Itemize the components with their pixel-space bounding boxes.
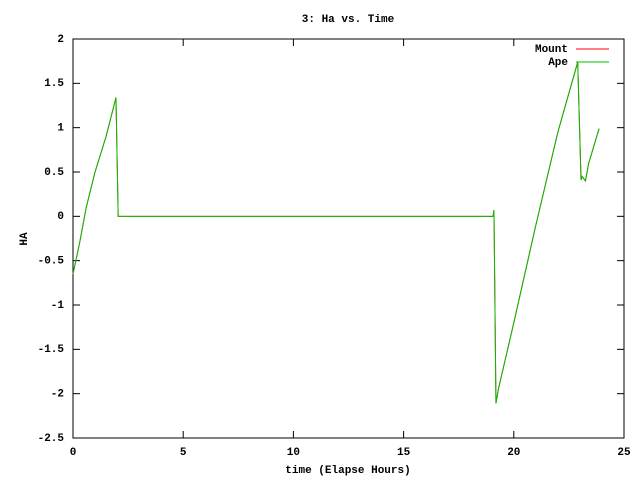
y-tick-label: 0 <box>57 211 64 223</box>
chart-title: 3: Ha vs. Time <box>302 14 395 26</box>
y-tick-label: 0.5 <box>44 167 64 179</box>
x-tick-label: 25 <box>617 447 631 459</box>
series-line <box>72 61 600 404</box>
y-tick-label: -0.5 <box>38 256 65 268</box>
legend-label: Mount <box>535 44 568 56</box>
x-tick-label: 15 <box>397 447 411 459</box>
y-tick-label: 1 <box>57 123 64 135</box>
y-tick-label: 1.5 <box>44 78 64 90</box>
x-tick-label: 10 <box>287 447 300 459</box>
x-tick-label: 5 <box>180 447 187 459</box>
legend-label: Ape <box>548 57 568 69</box>
y-tick-label: -2 <box>51 389 64 401</box>
y-axis-label: HA <box>19 232 31 246</box>
y-tick-label: -1.5 <box>38 344 65 356</box>
x-tick-label: 0 <box>70 447 77 459</box>
y-tick-label: -2.5 <box>38 433 65 445</box>
x-tick-label: 20 <box>507 447 520 459</box>
y-tick-label: 2 <box>57 34 64 46</box>
y-tick-label: -1 <box>51 300 65 312</box>
plot-frame <box>72 38 625 439</box>
x-axis-label: time (Elapse Hours) <box>285 465 410 477</box>
